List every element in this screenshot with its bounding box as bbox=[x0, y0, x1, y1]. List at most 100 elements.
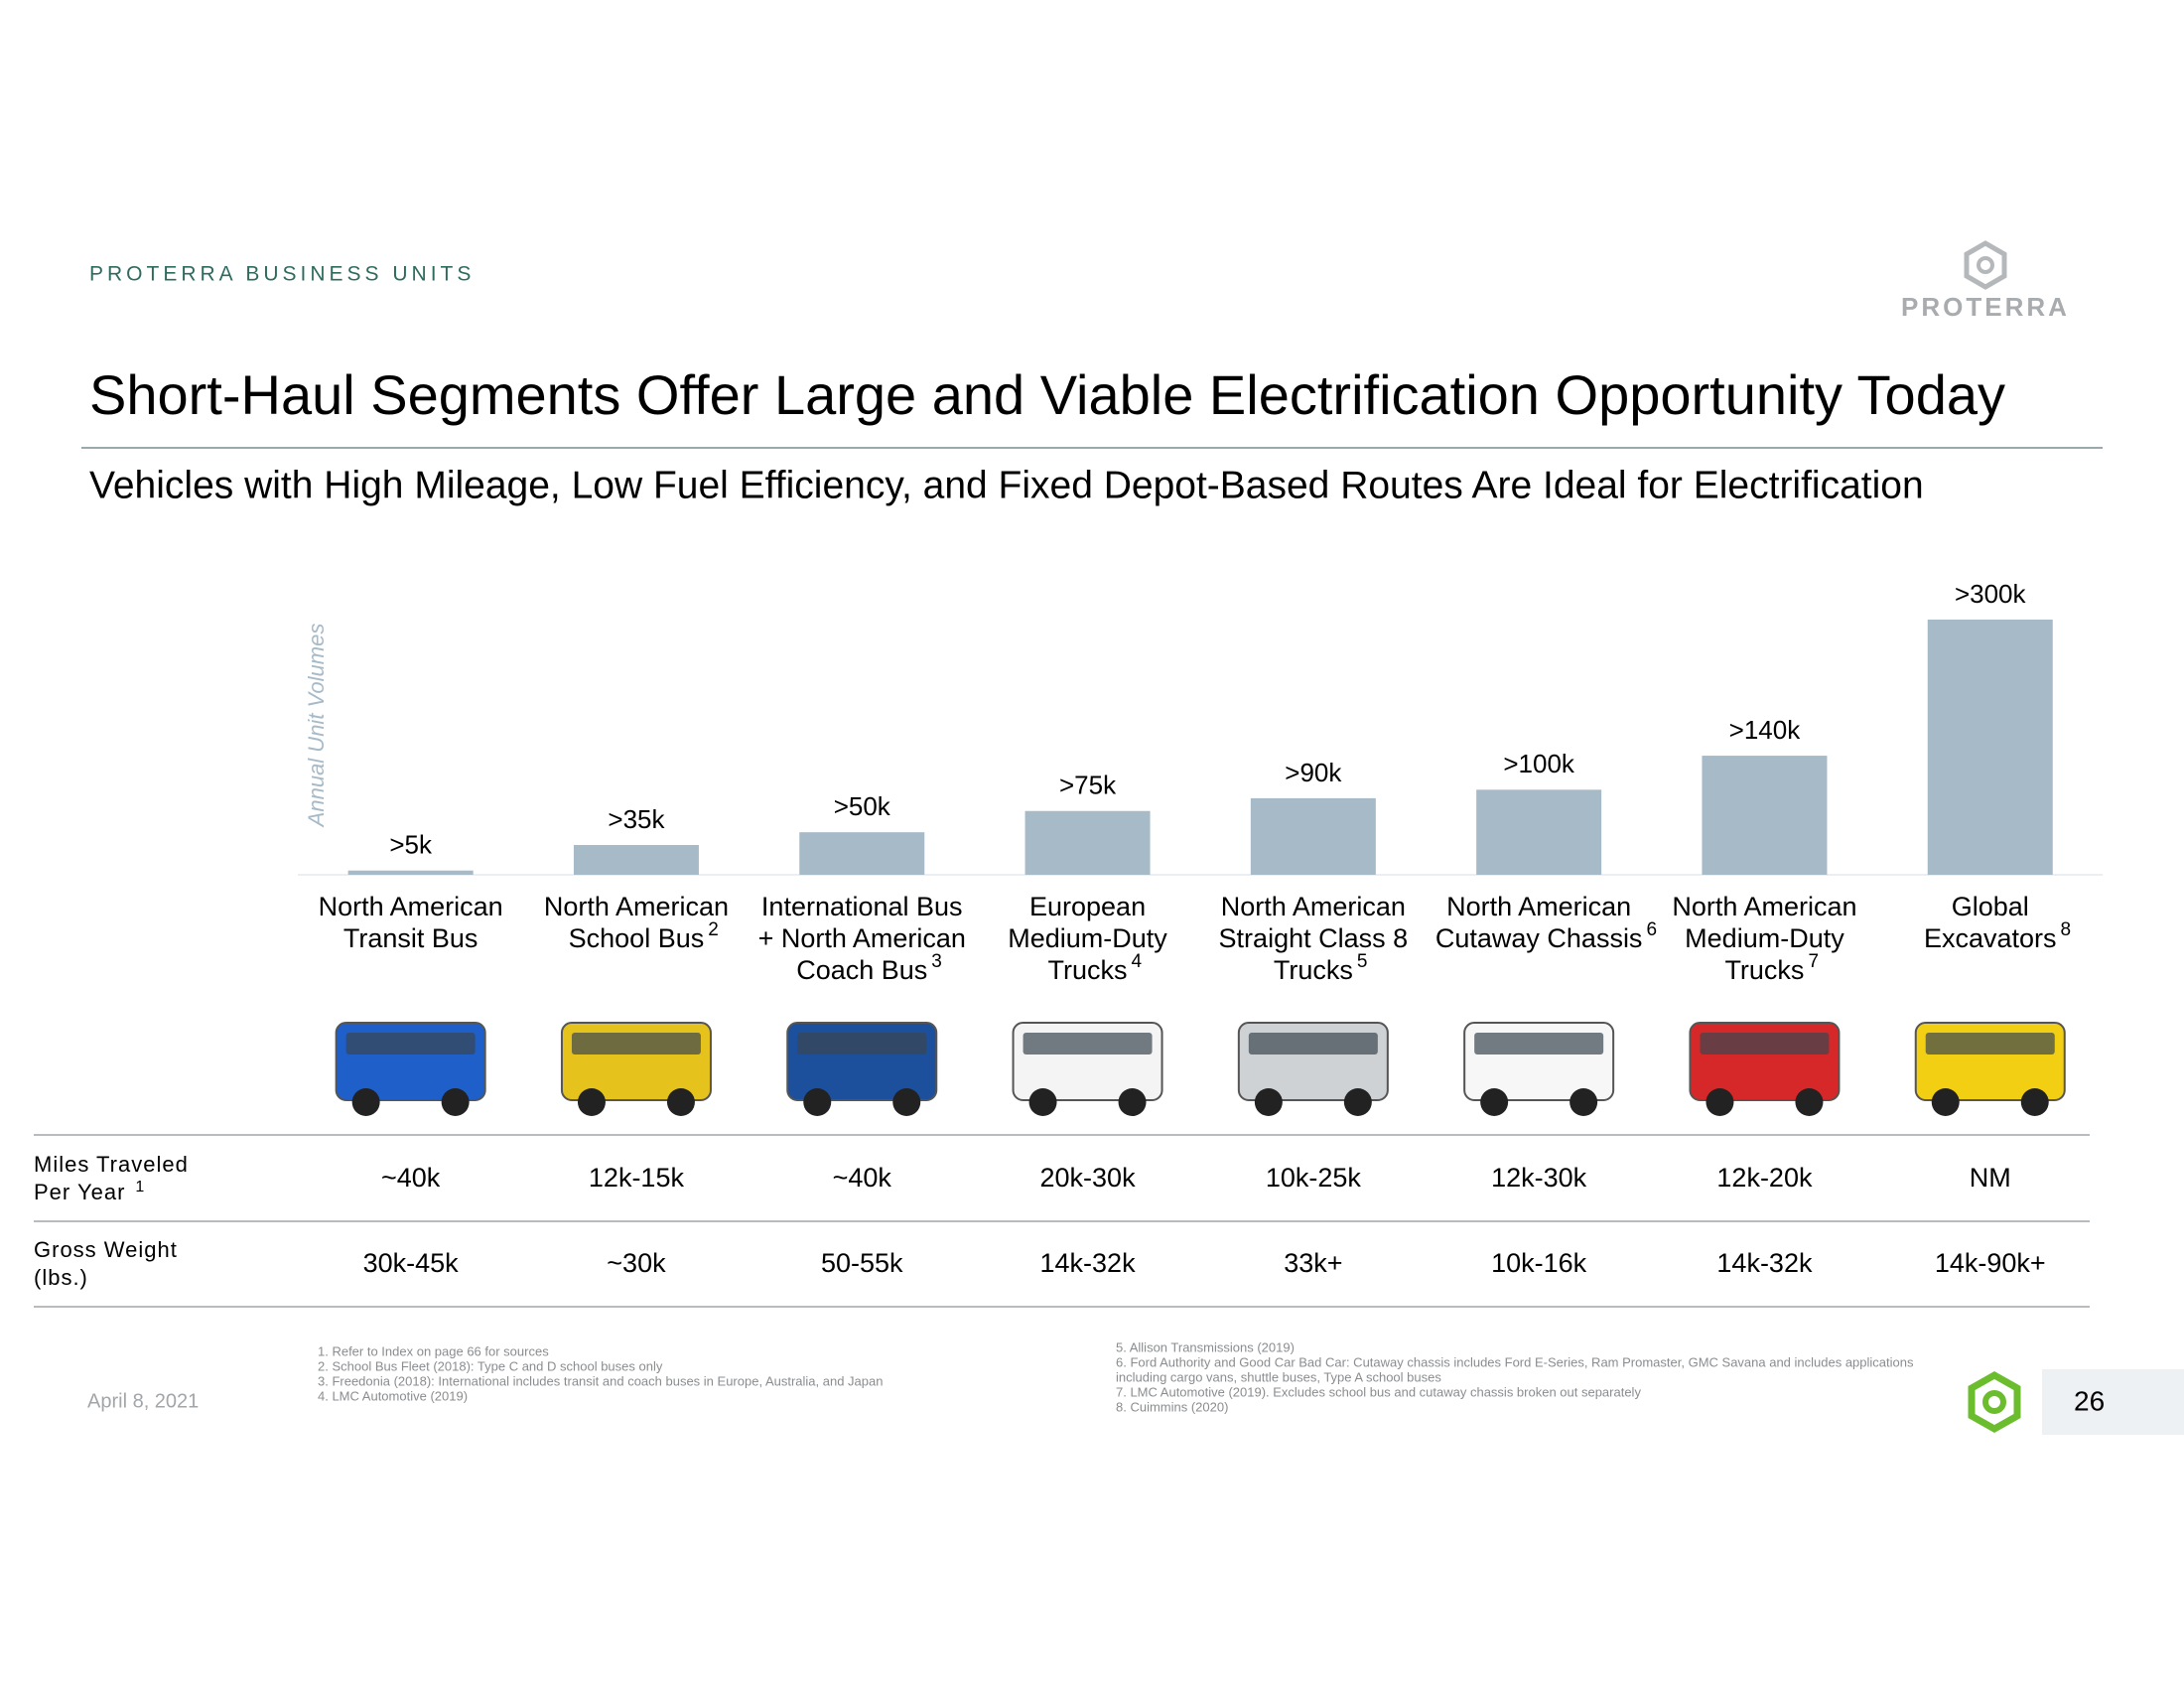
logo bbox=[1964, 240, 2007, 290]
row-label: Miles Traveled bbox=[34, 1152, 189, 1177]
bar bbox=[1927, 620, 2053, 875]
footnote: 7. LMC Automotive (2019). Excludes schoo… bbox=[1116, 1384, 1641, 1399]
vehicle-wheel bbox=[441, 1088, 470, 1116]
vehicle-wheel bbox=[1795, 1088, 1824, 1116]
table-cell: 33k+ bbox=[1284, 1248, 1342, 1278]
row-note: 1 bbox=[135, 1179, 144, 1196]
footnote: 6. Ford Authority and Good Car Bad Car: … bbox=[1116, 1354, 1914, 1369]
category-label: Straight Class 8 bbox=[1219, 923, 1409, 953]
row-label: Per Year bbox=[34, 1180, 125, 1204]
vehicle-window bbox=[1925, 1033, 2055, 1055]
category-label: Cutaway Chassis bbox=[1435, 923, 1643, 953]
category-label: Trucks bbox=[1724, 955, 1804, 985]
value-label: >300k bbox=[1955, 579, 2027, 609]
category-label: Coach Bus bbox=[796, 955, 927, 985]
footnote: 2. School Bus Fleet (2018): Type C and D… bbox=[318, 1358, 663, 1373]
vehicle-wheel bbox=[1028, 1088, 1057, 1116]
vehicle-wheel bbox=[1706, 1088, 1734, 1116]
table-cell: 10k-16k bbox=[1491, 1248, 1587, 1278]
category-label: North American bbox=[319, 892, 503, 921]
subtitle: Vehicles with High Mileage, Low Fuel Eff… bbox=[89, 464, 1924, 506]
vehicle-wheel bbox=[2020, 1088, 2049, 1116]
category-note: 6 bbox=[1646, 919, 1657, 940]
vehicle-wheel bbox=[577, 1088, 606, 1116]
vehicle-wheel bbox=[1254, 1088, 1283, 1116]
category-label: Transit Bus bbox=[343, 923, 478, 953]
category-note: 4 bbox=[1132, 951, 1143, 972]
vehicle-wheel bbox=[1931, 1088, 1960, 1116]
table-cell: 30k-45k bbox=[363, 1248, 460, 1278]
table-cell: ~30k bbox=[607, 1248, 666, 1278]
logo-text: PROTERRA bbox=[1901, 292, 2070, 322]
vehicle-wheel bbox=[1343, 1088, 1372, 1116]
vehicle-wheel bbox=[1118, 1088, 1147, 1116]
value-label: >50k bbox=[834, 791, 891, 821]
row-label: Gross Weight bbox=[34, 1237, 178, 1262]
category-label: School Bus bbox=[569, 923, 705, 953]
category-note: 7 bbox=[1808, 951, 1819, 972]
category-label: Trucks bbox=[1274, 955, 1353, 985]
vehicle-wheel bbox=[803, 1088, 832, 1116]
vehicle-wheel bbox=[892, 1088, 921, 1116]
vehicle-wheel bbox=[1570, 1088, 1598, 1116]
row-label: (lbs.) bbox=[34, 1265, 88, 1290]
footer-logo-icon bbox=[1968, 1370, 2021, 1434]
footnote: 4. LMC Automotive (2019) bbox=[318, 1388, 468, 1403]
category-label: Medium-Duty bbox=[1008, 923, 1167, 953]
table-cell: 20k-30k bbox=[1040, 1163, 1137, 1193]
table-cell: ~40k bbox=[833, 1163, 892, 1193]
category-label: + North American bbox=[758, 923, 966, 953]
category-label: North American bbox=[1446, 892, 1631, 921]
logo-icon-inner bbox=[1977, 256, 1994, 274]
page-number: 26 bbox=[2074, 1385, 2105, 1416]
bar bbox=[1250, 797, 1376, 875]
value-label: >90k bbox=[1285, 758, 1342, 787]
table-cell: 50-55k bbox=[821, 1248, 903, 1278]
table-cell: 12k-20k bbox=[1716, 1163, 1813, 1193]
title: Short-Haul Segments Offer Large and Viab… bbox=[89, 363, 2005, 426]
table-cell: 14k-32k bbox=[1040, 1248, 1137, 1278]
logo-icon bbox=[1964, 240, 2007, 290]
table-cell: 10k-25k bbox=[1266, 1163, 1362, 1193]
category-note: 2 bbox=[708, 919, 719, 940]
footnote: 8. Cuimmins (2020) bbox=[1116, 1399, 1228, 1414]
bar bbox=[1702, 756, 1828, 875]
vehicle-window bbox=[1474, 1033, 1604, 1055]
table-cell: NM bbox=[1970, 1163, 2011, 1193]
table-cell: 14k-32k bbox=[1716, 1248, 1813, 1278]
footer-date: April 8, 2021 bbox=[87, 1390, 199, 1412]
value-label: >75k bbox=[1059, 771, 1117, 800]
category-label: North American bbox=[544, 892, 729, 921]
category-label: International Bus bbox=[761, 892, 963, 921]
footer-logo-inner bbox=[1982, 1390, 2006, 1414]
bar bbox=[347, 870, 474, 875]
category-note: 3 bbox=[931, 951, 942, 972]
bar bbox=[799, 832, 925, 875]
vehicle-window bbox=[1023, 1033, 1153, 1055]
vehicle-wheel bbox=[351, 1088, 380, 1116]
table-cell: ~40k bbox=[381, 1163, 441, 1193]
value-label: >5k bbox=[389, 830, 433, 860]
footer-logo bbox=[1968, 1370, 2021, 1434]
value-label: >100k bbox=[1503, 749, 1575, 778]
vehicle-wheel bbox=[1480, 1088, 1509, 1116]
category-note: 5 bbox=[1357, 951, 1368, 972]
category-label: Global bbox=[1952, 892, 2029, 921]
category-label: European bbox=[1029, 892, 1146, 921]
bar bbox=[1476, 789, 1602, 875]
bar bbox=[1024, 810, 1151, 875]
value-label: >140k bbox=[1729, 715, 1802, 745]
footnote: 1. Refer to Index on page 66 for sources bbox=[318, 1343, 549, 1358]
section-label: PROTERRA BUSINESS UNITS bbox=[89, 263, 475, 286]
footnote: including cargo vans, shuttle buses, Typ… bbox=[1116, 1369, 1441, 1384]
table-cell: 12k-30k bbox=[1491, 1163, 1587, 1193]
category-note: 8 bbox=[2061, 919, 2072, 940]
value-label: >35k bbox=[608, 804, 665, 834]
y-axis-label: Annual Unit Volumes bbox=[304, 624, 329, 829]
category-label: North American bbox=[1672, 892, 1856, 921]
vehicle-window bbox=[797, 1033, 927, 1055]
category-label: Medium-Duty bbox=[1685, 923, 1844, 953]
vehicle-wheel bbox=[666, 1088, 695, 1116]
